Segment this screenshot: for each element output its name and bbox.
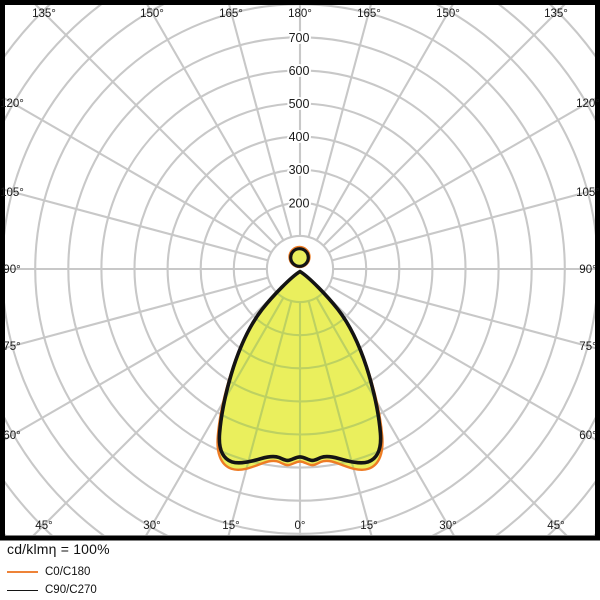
angle-label: 105° bbox=[576, 187, 600, 199]
c0-label: C0/C180 bbox=[45, 565, 91, 578]
angle-label: 60° bbox=[3, 430, 20, 442]
grid-ray bbox=[328, 284, 595, 441]
grid-ray bbox=[5, 188, 269, 262]
angle-label: 45° bbox=[35, 520, 52, 532]
chart-frame bbox=[0, 0, 600, 541]
legend: cd/klmη = 100% C0/C180 C90/C270 bbox=[7, 541, 567, 596]
angle-label: 75° bbox=[3, 341, 20, 353]
grid-ray bbox=[307, 5, 372, 238]
grid-ray bbox=[307, 300, 383, 470]
radial-tick-label: 600 bbox=[289, 64, 310, 78]
angle-label: 150° bbox=[140, 8, 164, 20]
grid-ray bbox=[322, 5, 566, 247]
angle-label: 120° bbox=[576, 98, 600, 110]
grid-ray bbox=[315, 297, 383, 470]
angle-label: 150° bbox=[436, 8, 460, 20]
angle-label: 180° bbox=[288, 8, 312, 20]
angle-label: 105° bbox=[0, 187, 24, 199]
grid-ray bbox=[5, 97, 272, 254]
angle-label: 135° bbox=[544, 8, 568, 20]
grid-ray bbox=[331, 188, 595, 262]
radial-tick-label: 700 bbox=[289, 31, 310, 45]
angle-label: 60° bbox=[579, 430, 596, 442]
angle-label: 165° bbox=[357, 8, 381, 20]
grid-ray bbox=[5, 284, 272, 441]
grid-ray bbox=[5, 276, 269, 350]
grid-ray bbox=[32, 291, 278, 535]
angle-label: 90° bbox=[3, 264, 20, 276]
c90-line-swatch bbox=[7, 589, 38, 591]
upward-lobe-c90 bbox=[289, 247, 310, 268]
c0-line-swatch bbox=[7, 571, 38, 573]
c90-label: C90/C270 bbox=[45, 583, 97, 596]
radial-tick-label: 200 bbox=[289, 196, 310, 210]
unit-label: cd/klmη = 100% bbox=[7, 541, 110, 557]
grid-ray bbox=[315, 5, 454, 241]
legend-item-c0: C0/C180 bbox=[7, 566, 567, 578]
grid-ray bbox=[228, 5, 293, 238]
angle-label: 90° bbox=[579, 264, 596, 276]
angle-label: 15° bbox=[222, 520, 239, 532]
grid-ray bbox=[146, 5, 285, 241]
angle-label: 30° bbox=[439, 520, 456, 532]
angle-label: 15° bbox=[360, 520, 377, 532]
angle-label: 120° bbox=[0, 98, 24, 110]
radial-tick-label: 500 bbox=[289, 97, 310, 111]
angle-label: 30° bbox=[143, 520, 160, 532]
radial-tick-label: 300 bbox=[289, 163, 310, 177]
angle-label: 135° bbox=[32, 8, 56, 20]
grid-ring bbox=[265, 271, 335, 304]
grid-ray bbox=[34, 5, 278, 247]
angle-label: 165° bbox=[219, 8, 243, 20]
angle-label: 0° bbox=[295, 520, 306, 532]
c90-c270-curve bbox=[217, 269, 383, 465]
angle-label: 45° bbox=[547, 520, 564, 532]
grid-ray bbox=[322, 291, 568, 535]
grid-ray bbox=[217, 297, 285, 470]
radial-tick-label: 400 bbox=[289, 130, 310, 144]
grid-ray bbox=[217, 300, 293, 470]
angle-label: 75° bbox=[579, 341, 596, 353]
grid-ray bbox=[328, 97, 595, 254]
legend-item-c90: C90/C270 bbox=[7, 584, 567, 596]
grid-ray bbox=[331, 276, 595, 350]
